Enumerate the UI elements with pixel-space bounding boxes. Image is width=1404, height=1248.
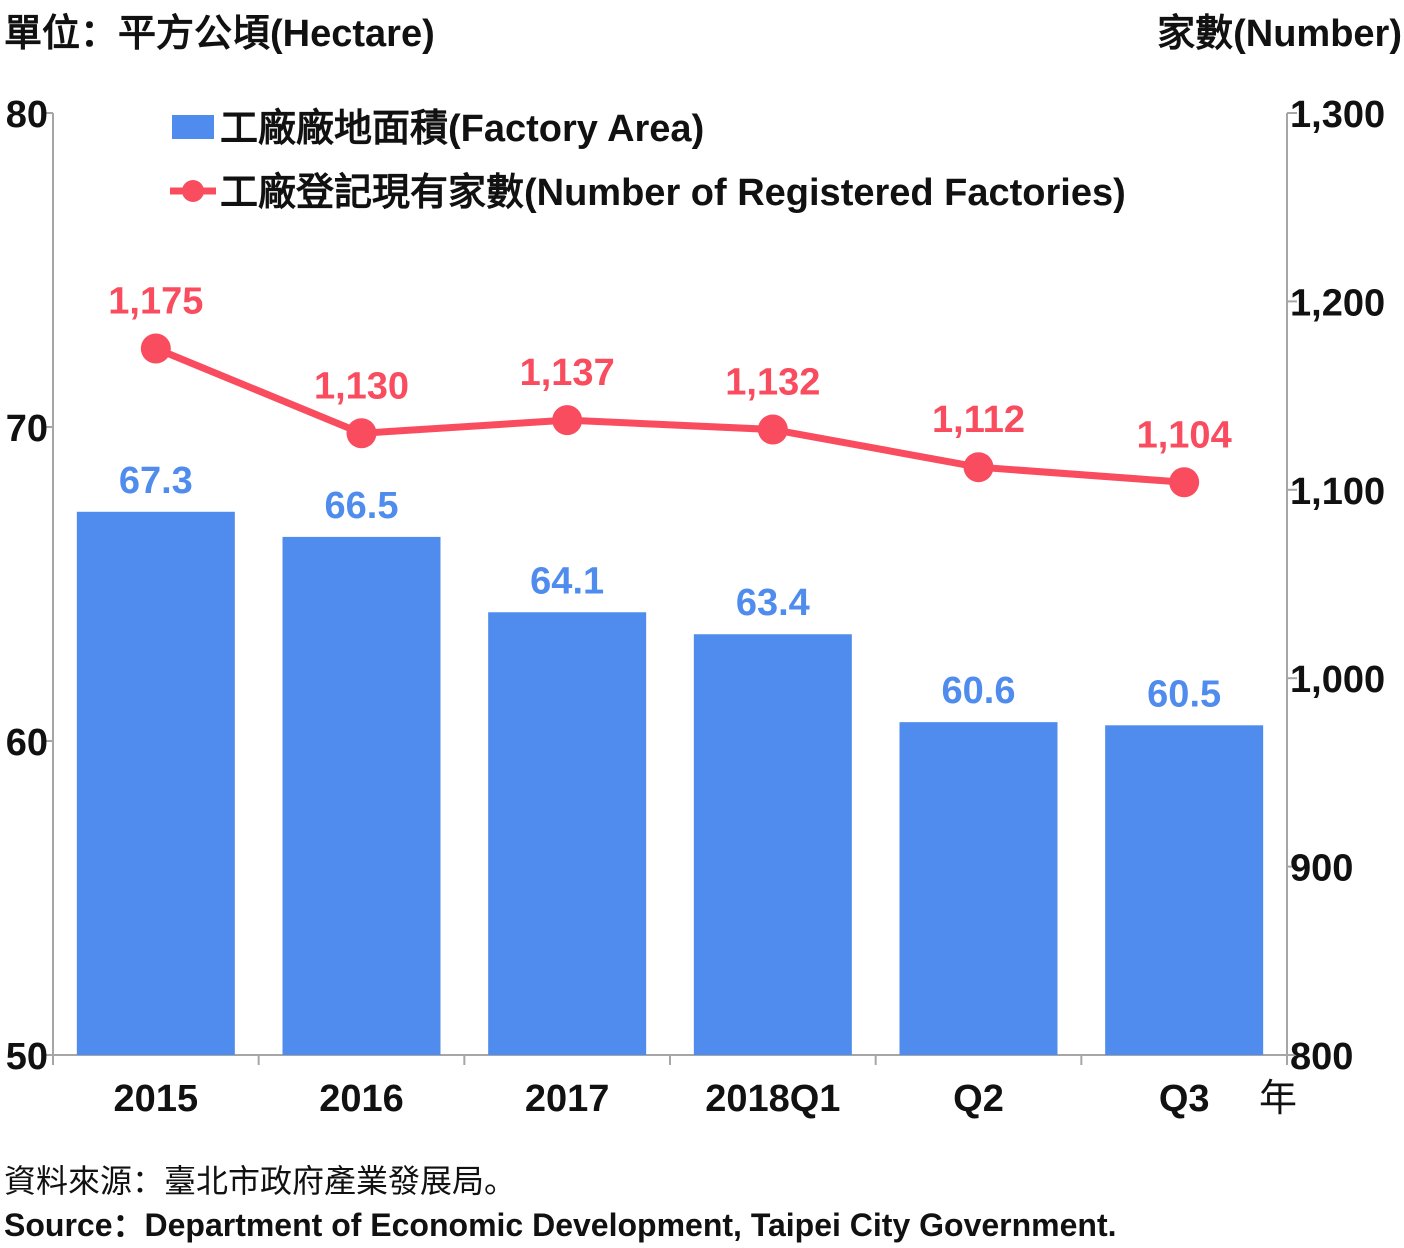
left-tick-label: 60 <box>6 722 48 764</box>
line-point <box>346 418 377 449</box>
left-tick-label: 70 <box>6 408 48 450</box>
bar-value-label: 60.5 <box>1147 673 1221 715</box>
axes: 50 60 70 80 800 900 1,000 1,100 1,200 1,300 2015 20… <box>6 94 1385 1120</box>
left-axis-unit: 單位：平方公頃(Hectare) <box>4 13 435 55</box>
legend-line-label: 工廠登記現有家數(Number of Registered Factories) <box>220 171 1126 214</box>
left-tick-label: 80 <box>6 94 48 136</box>
bar-value-label: 67.3 <box>119 460 193 502</box>
right-tick-label: 1,200 <box>1290 282 1385 324</box>
line-point <box>1169 467 1200 498</box>
line-point <box>552 405 583 436</box>
legend: 工廠廠地面積(Factory Area) 工廠登記現有家數(Number of R… <box>170 107 1126 214</box>
legend-bar-swatch <box>172 115 214 139</box>
bar <box>899 722 1058 1055</box>
right-tick-label: 1,100 <box>1290 471 1385 513</box>
line-point <box>757 414 788 445</box>
legend-bar-label: 工廠廠地面積(Factory Area) <box>220 107 704 150</box>
source-zh: 資料來源：臺北市政府產業發展局。 <box>4 1163 517 1199</box>
legend-line-marker <box>182 180 204 202</box>
x-tick-label: 2017 <box>525 1078 610 1120</box>
bar <box>488 612 647 1055</box>
right-tick-label: 900 <box>1290 848 1353 890</box>
left-tick-label: 50 <box>6 1036 48 1078</box>
line-point <box>140 333 171 364</box>
x-axis-suffix: 年 <box>1259 1078 1297 1120</box>
right-tick-label: 1,300 <box>1290 94 1385 136</box>
line-value-label: 1,112 <box>932 399 1025 441</box>
line-value-label: 1,132 <box>725 362 820 404</box>
line-point <box>963 452 994 483</box>
bar-value-label: 64.1 <box>530 560 604 602</box>
bar <box>693 634 852 1055</box>
x-tick-label: 2015 <box>114 1078 199 1120</box>
right-tick-label: 800 <box>1290 1036 1353 1078</box>
line-value-label: 1,104 <box>1137 414 1232 456</box>
bar <box>1105 725 1264 1055</box>
x-tick-label: 2016 <box>319 1078 404 1120</box>
line-value-label: 1,137 <box>520 352 615 394</box>
bars <box>76 511 1264 1055</box>
source-en: Source：Department of Economic Developmen… <box>4 1207 1117 1243</box>
bar-value-label: 60.6 <box>942 670 1016 712</box>
bar <box>282 536 441 1055</box>
line-value-label: 1,175 <box>108 281 203 323</box>
bar-value-label: 66.5 <box>325 485 399 527</box>
data-labels: 67.3 66.5 64.1 63.4 60.6 60.5 1,175 1,130 1,137 1… <box>108 281 1231 716</box>
line-series <box>140 333 1200 498</box>
bar-value-label: 63.4 <box>736 582 810 624</box>
line-path <box>154 345 1185 486</box>
bar <box>76 511 235 1055</box>
right-tick-label: 1,000 <box>1290 659 1385 701</box>
right-axis-unit: 家數(Number) <box>1157 13 1402 55</box>
x-tick-label: Q3 <box>1159 1078 1210 1120</box>
chart: 50 60 70 80 800 900 1,000 1,100 1,200 1,300 2015 20… <box>6 94 1385 1120</box>
x-tick-label: Q2 <box>953 1078 1004 1120</box>
line-value-label: 1,130 <box>314 365 409 407</box>
x-tick-label: 2018Q1 <box>705 1078 840 1120</box>
